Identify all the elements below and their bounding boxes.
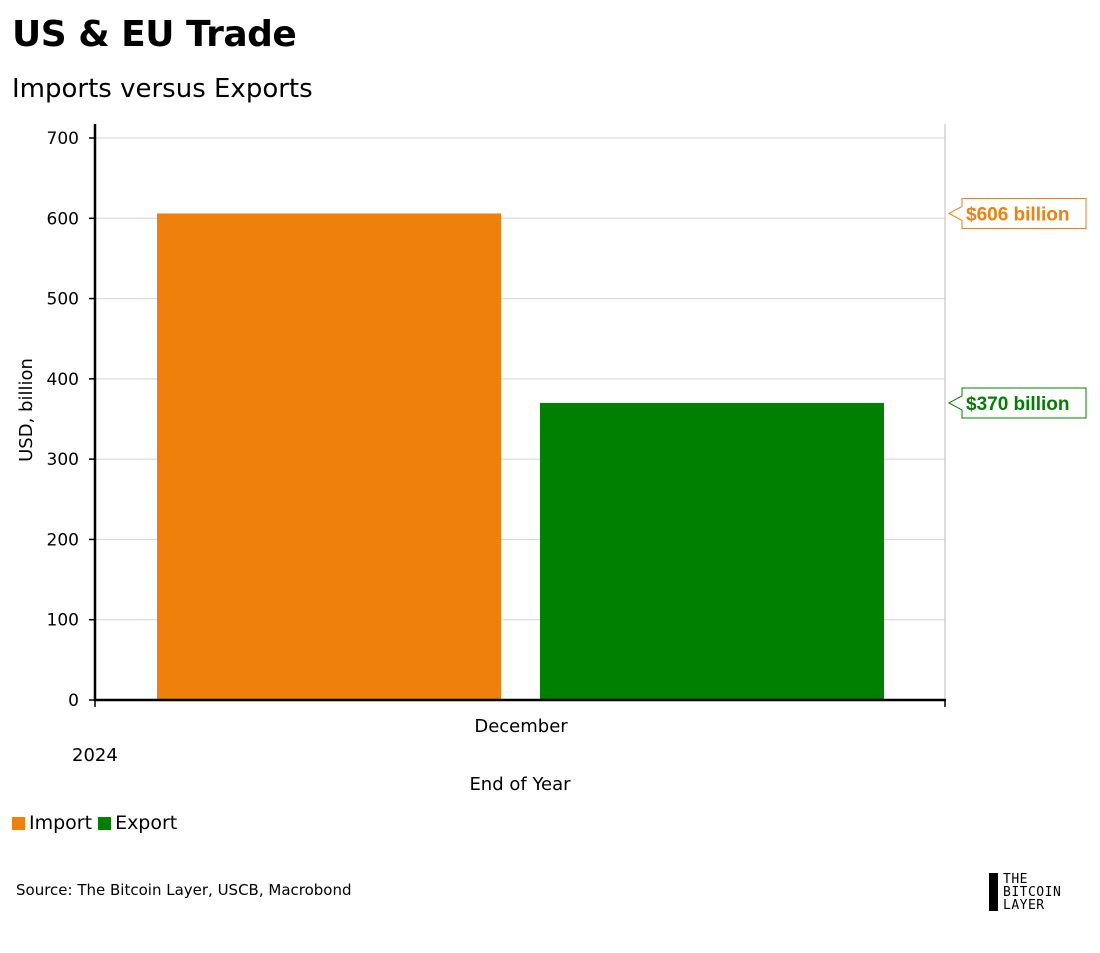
- logo-bar: [989, 873, 998, 911]
- legend-label-import: Import: [29, 812, 93, 834]
- y-tick-label-0: 0: [68, 691, 79, 711]
- legend-item-import: Import: [12, 812, 92, 834]
- bitcoin-layer-logo: THE BITCOIN LAYER: [989, 873, 1089, 913]
- y-tick-label-600: 600: [47, 209, 79, 229]
- bar-chart: 0 100 200 300 400 500 600 700 December 2024 End of…: [16, 124, 1087, 795]
- axes: [89, 124, 946, 707]
- y-tick-label-200: 200: [47, 530, 79, 550]
- value-annotations: $606 billion $370 billion: [947, 197, 1087, 419]
- y-tick-label-500: 500: [47, 290, 79, 310]
- legend: Import Export: [12, 812, 183, 834]
- logo-line-3: LAYER: [1003, 898, 1045, 913]
- chart-subtitle: Imports versus Exports: [12, 74, 313, 104]
- legend-swatch-import: [12, 816, 25, 830]
- chart-title: US & EU Trade: [12, 14, 297, 55]
- source-note: Source: The Bitcoin Layer, USCB, Macrobo…: [16, 881, 352, 899]
- annotation-label-import: $606 billion: [966, 204, 1069, 225]
- logo-line-2: BITCOIN: [1003, 885, 1062, 900]
- bar-import: [157, 213, 501, 700]
- y-axis-title: USD, billion: [16, 358, 37, 462]
- y-tick-label-100: 100: [47, 611, 79, 631]
- bars: [157, 213, 884, 700]
- annotation-box-import: [947, 197, 1087, 229]
- y-tick-label-300: 300: [47, 450, 79, 470]
- legend-swatch-export: [98, 816, 112, 830]
- y-tick-label-400: 400: [47, 370, 79, 390]
- x-year-label: 2024: [72, 745, 118, 766]
- logo-line-1: THE: [1003, 872, 1028, 887]
- x-category-label: December: [474, 716, 568, 737]
- annotation-box-export: [947, 387, 1087, 419]
- x-axis-title: End of Year: [469, 774, 571, 795]
- legend-item-export: Export: [98, 812, 177, 834]
- bar-export: [540, 402, 884, 700]
- legend-label-export: Export: [115, 812, 178, 834]
- logo-text: THE BITCOIN LAYER: [1003, 873, 1061, 912]
- axis-labels: 0 100 200 300 400 500 600 700 December 2024 End of…: [16, 129, 571, 795]
- annotation-label-export: $370 billion: [966, 394, 1069, 415]
- y-tick-label-700: 700: [47, 129, 79, 149]
